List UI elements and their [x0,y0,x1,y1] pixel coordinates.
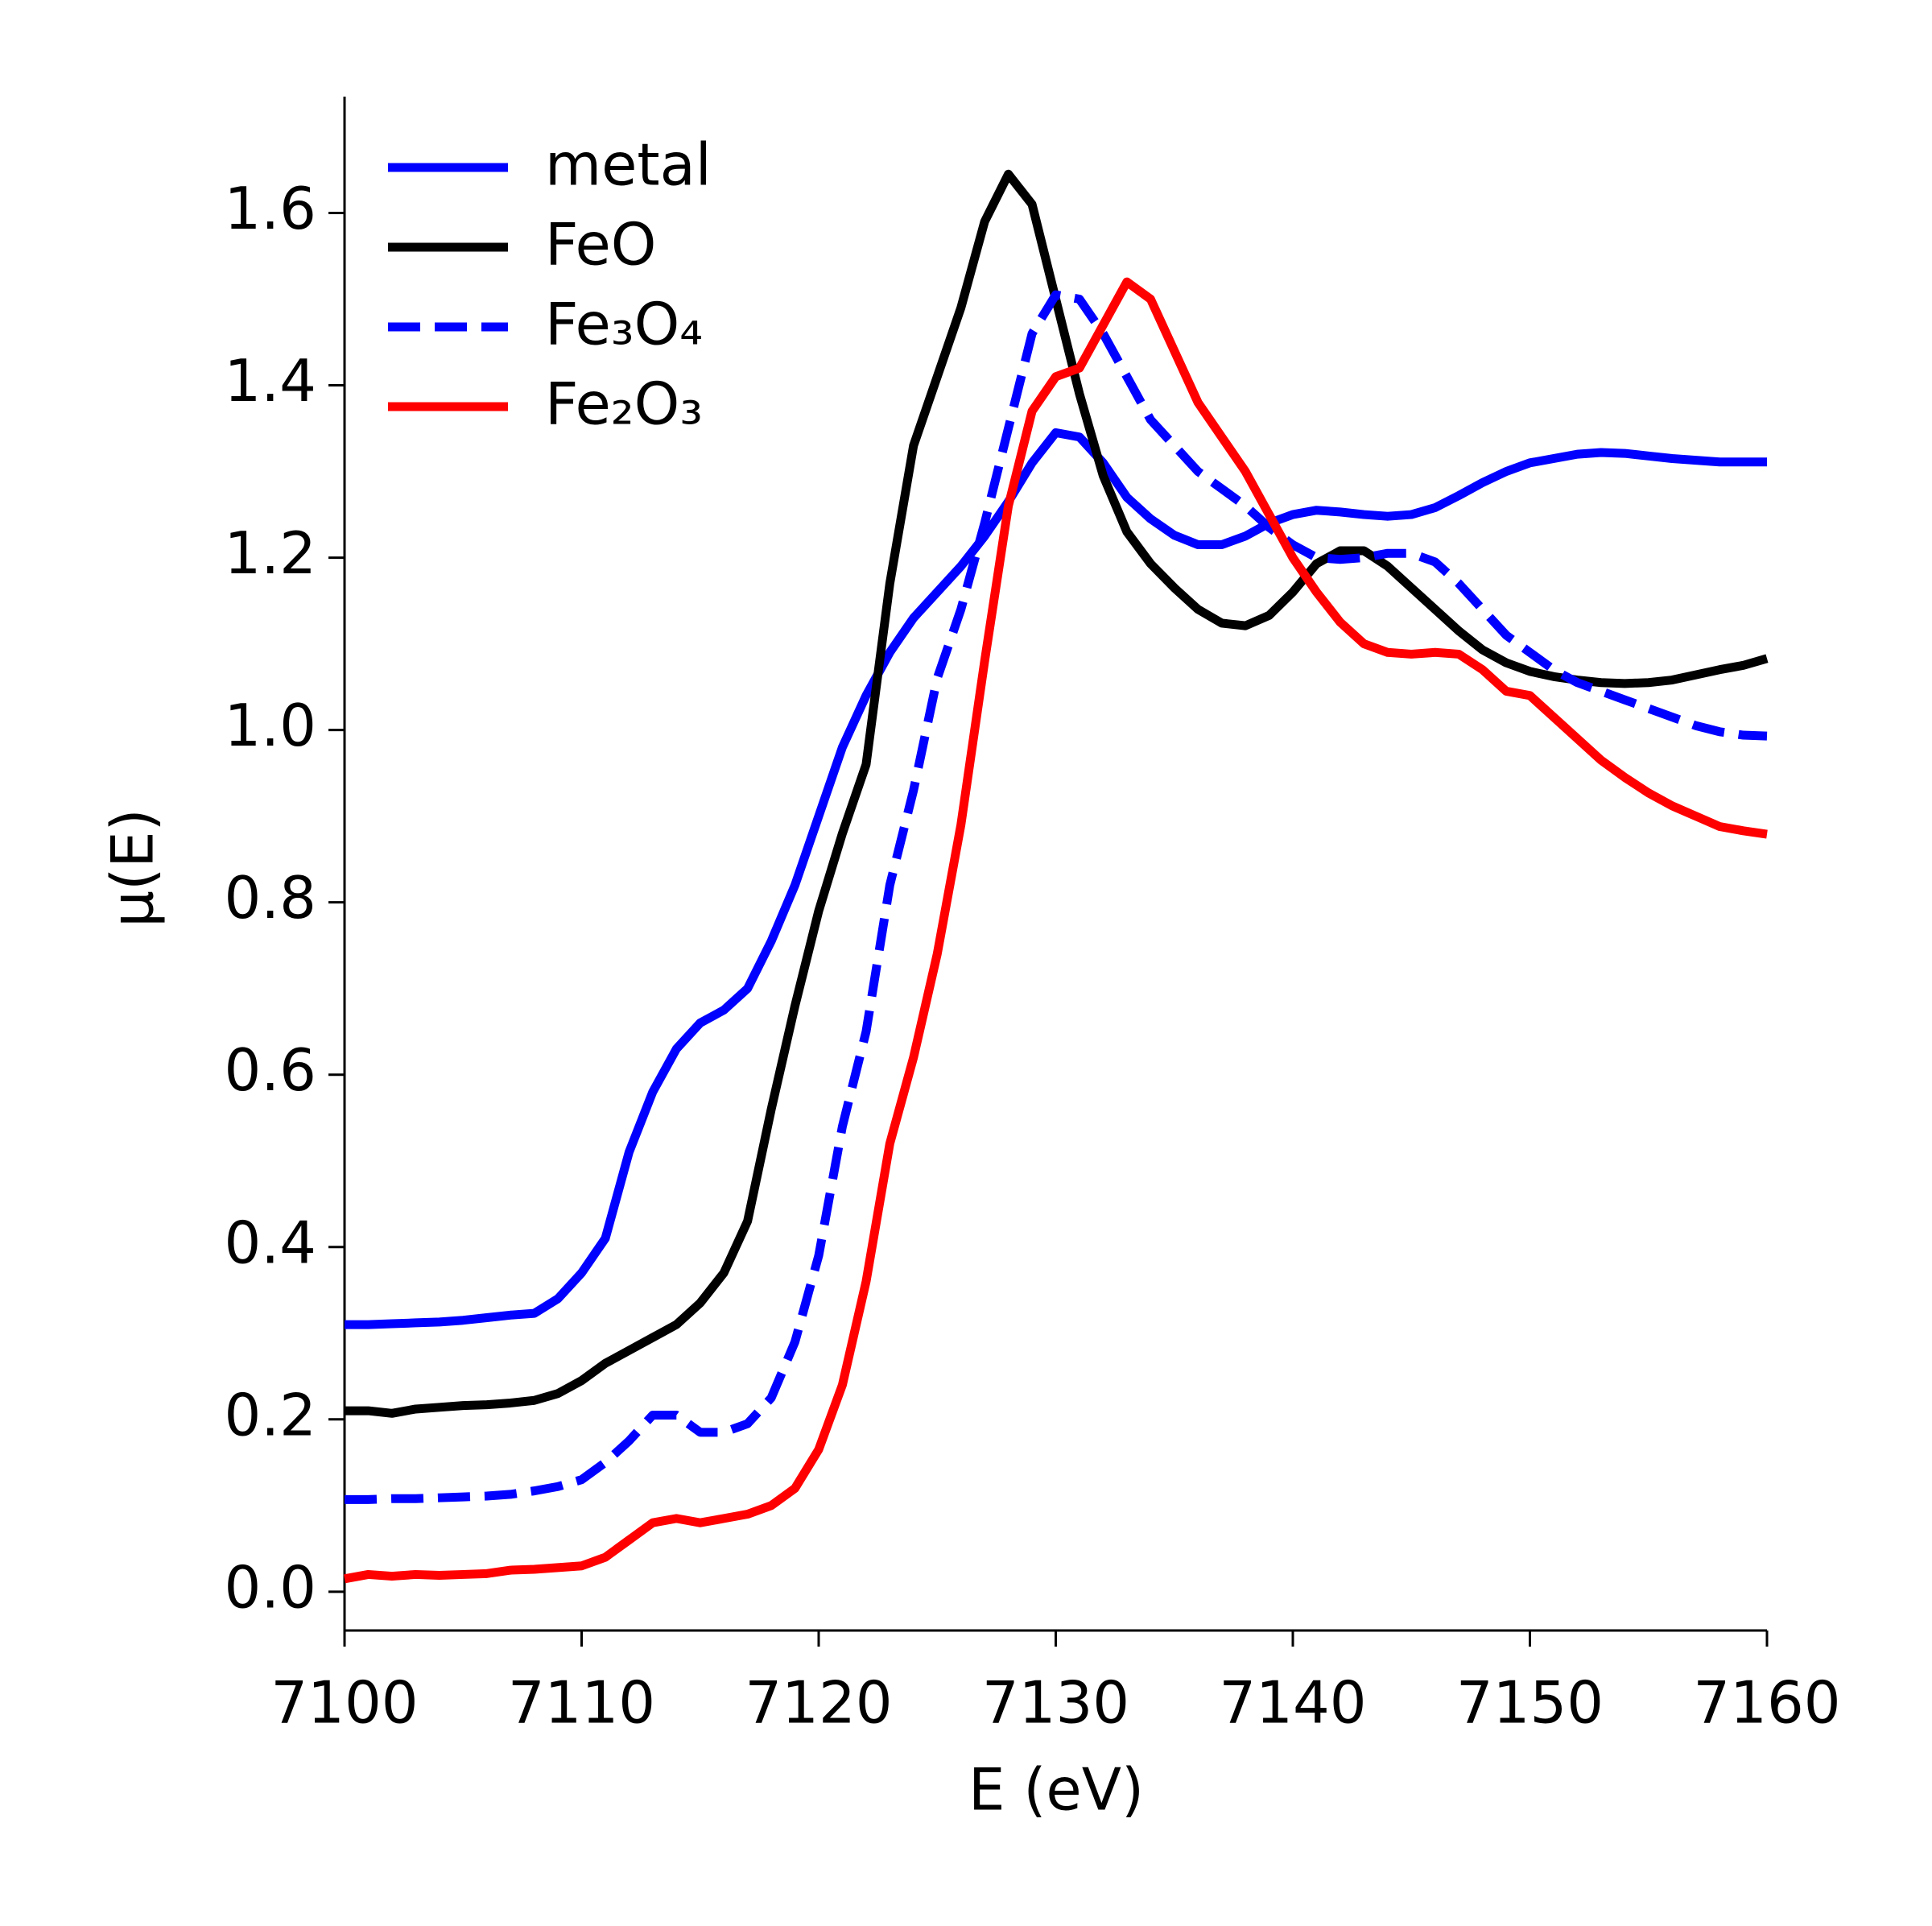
y-axis-label: μ(E) [99,808,167,927]
y-tick-label: 0.2 [224,1381,316,1449]
y-tick-label: 0.6 [224,1036,316,1104]
data-line [344,277,1768,1584]
y-tick-label: 0.8 [224,864,316,932]
legend-label: FeO [545,211,656,279]
x-axis-label: E (eV) [968,1756,1144,1824]
x-tick-label: 7120 [745,1669,892,1737]
y-tick-label: 1.2 [224,519,316,587]
x-tick-label: 7140 [1219,1669,1366,1737]
data-line [345,428,1767,1329]
y-tick-label: 0.4 [224,1209,316,1276]
y-tick-label: 0.0 [224,1553,316,1621]
x-tick-label: 7160 [1693,1669,1840,1737]
y-tick-label: 1.6 [224,175,316,242]
x-tick-label: 7110 [508,1669,655,1737]
x-tick-label: 7150 [1456,1669,1604,1737]
y-tick-label: 1.0 [224,692,316,759]
data-line [345,169,1769,1418]
legend-label: metal [545,131,712,199]
data-line [345,290,1768,1504]
legend-label: Fe₃O₄ [545,291,703,358]
legend-label: Fe₂O₃ [545,370,703,438]
x-tick-label: 7100 [270,1669,418,1737]
x-tick-label: 7130 [982,1669,1129,1737]
y-tick-label: 1.4 [224,347,316,415]
